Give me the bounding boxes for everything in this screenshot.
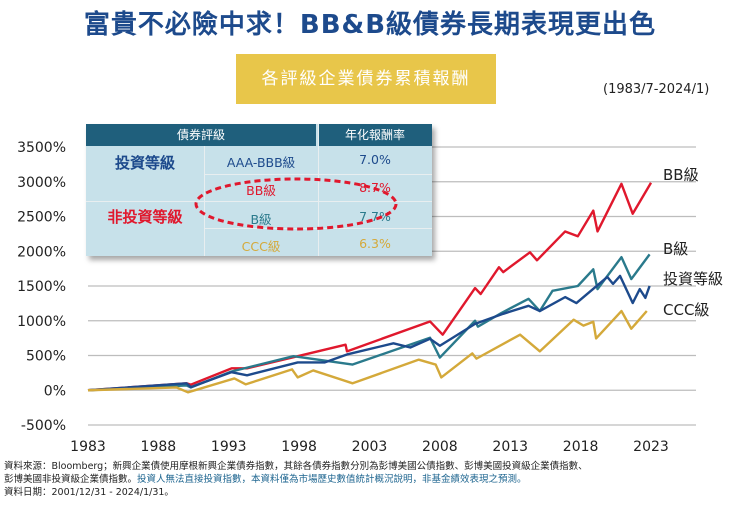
- x-tick-label: 1998: [281, 439, 317, 455]
- table-divider: [204, 146, 205, 256]
- period-label: (1983/7-2024/1): [603, 82, 710, 97]
- source-note: 資料來源：Bloomberg；新興企業債使用摩根新興企業債券指數，其餘各債券指數…: [4, 461, 588, 472]
- x-tick-label: 2003: [352, 439, 388, 455]
- source-note-2: 彭博美國非投資級企業債指數。: [4, 474, 138, 485]
- header-return: 年化報酬率: [318, 124, 432, 146]
- y-tick-label: 2000%: [17, 244, 66, 260]
- x-tick-label: 2018: [563, 439, 599, 455]
- highlight-ellipse: [194, 177, 398, 231]
- y-tick-label: 1000%: [17, 314, 66, 330]
- x-tick-label: 1988: [141, 439, 177, 455]
- x-tick-label: 2008: [422, 439, 458, 455]
- table-divider: [318, 124, 319, 256]
- group-high-yield: 非投資等級: [107, 208, 183, 226]
- table-rating-cell: B級: [250, 212, 272, 227]
- series-line: [87, 253, 651, 392]
- y-tick-label: 3500%: [17, 140, 66, 156]
- y-tick-label: 3000%: [17, 175, 66, 191]
- chart-subtitle: 各評級企業債券累積報酬: [236, 54, 496, 104]
- series-label: BB級: [663, 166, 699, 184]
- y-tick-label: 1500%: [17, 279, 66, 295]
- date-note: 資料日期：2001/12/31 - 2024/1/31。: [4, 487, 174, 498]
- disclaimer: 投資人無法直接投資指數，本資料僅為市場歷史數值統計概況說明，非基金績效表現之預測…: [137, 474, 527, 485]
- y-tick-label: 0%: [44, 383, 66, 399]
- x-tick-label: 1993: [211, 439, 247, 455]
- returns-table: 債券評級 年化報酬率 投資等級 非投資等級 AAA-BBB級 7.0% BB級 8.7…: [86, 124, 432, 256]
- group-investment-grade: 投資等級: [114, 154, 175, 172]
- y-tick-label: 500%: [26, 349, 66, 365]
- footnotes: 資料來源：Bloomberg；新興企業債使用摩根新興企業債券指數，其餘各債券指數…: [4, 460, 740, 499]
- x-tick-label: 2013: [492, 439, 528, 455]
- table-return-cell: 7.0%: [359, 152, 391, 167]
- y-tick-label: -500%: [21, 418, 66, 434]
- table-divider: [86, 201, 432, 202]
- table-return-cell: 6.3%: [359, 236, 391, 251]
- x-tick-label: 1983: [70, 439, 106, 455]
- series-label: 投資等級: [663, 270, 723, 288]
- page-title: 富貴不必險中求！BB&B級債券長期表現更出色: [83, 10, 657, 40]
- table-rating-cell: CCC級: [241, 239, 281, 254]
- series-label: B級: [663, 240, 688, 258]
- table-rating-cell: AAA-BBB級: [226, 155, 296, 170]
- series-line: [87, 274, 651, 392]
- series-label: CCC級: [663, 301, 709, 319]
- series-line: [87, 309, 648, 394]
- header-rating: 債券評級: [86, 124, 316, 146]
- table-rating-cell: BB級: [246, 183, 276, 198]
- y-tick-label: 2500%: [17, 210, 66, 226]
- x-tick-label: 2023: [633, 439, 669, 455]
